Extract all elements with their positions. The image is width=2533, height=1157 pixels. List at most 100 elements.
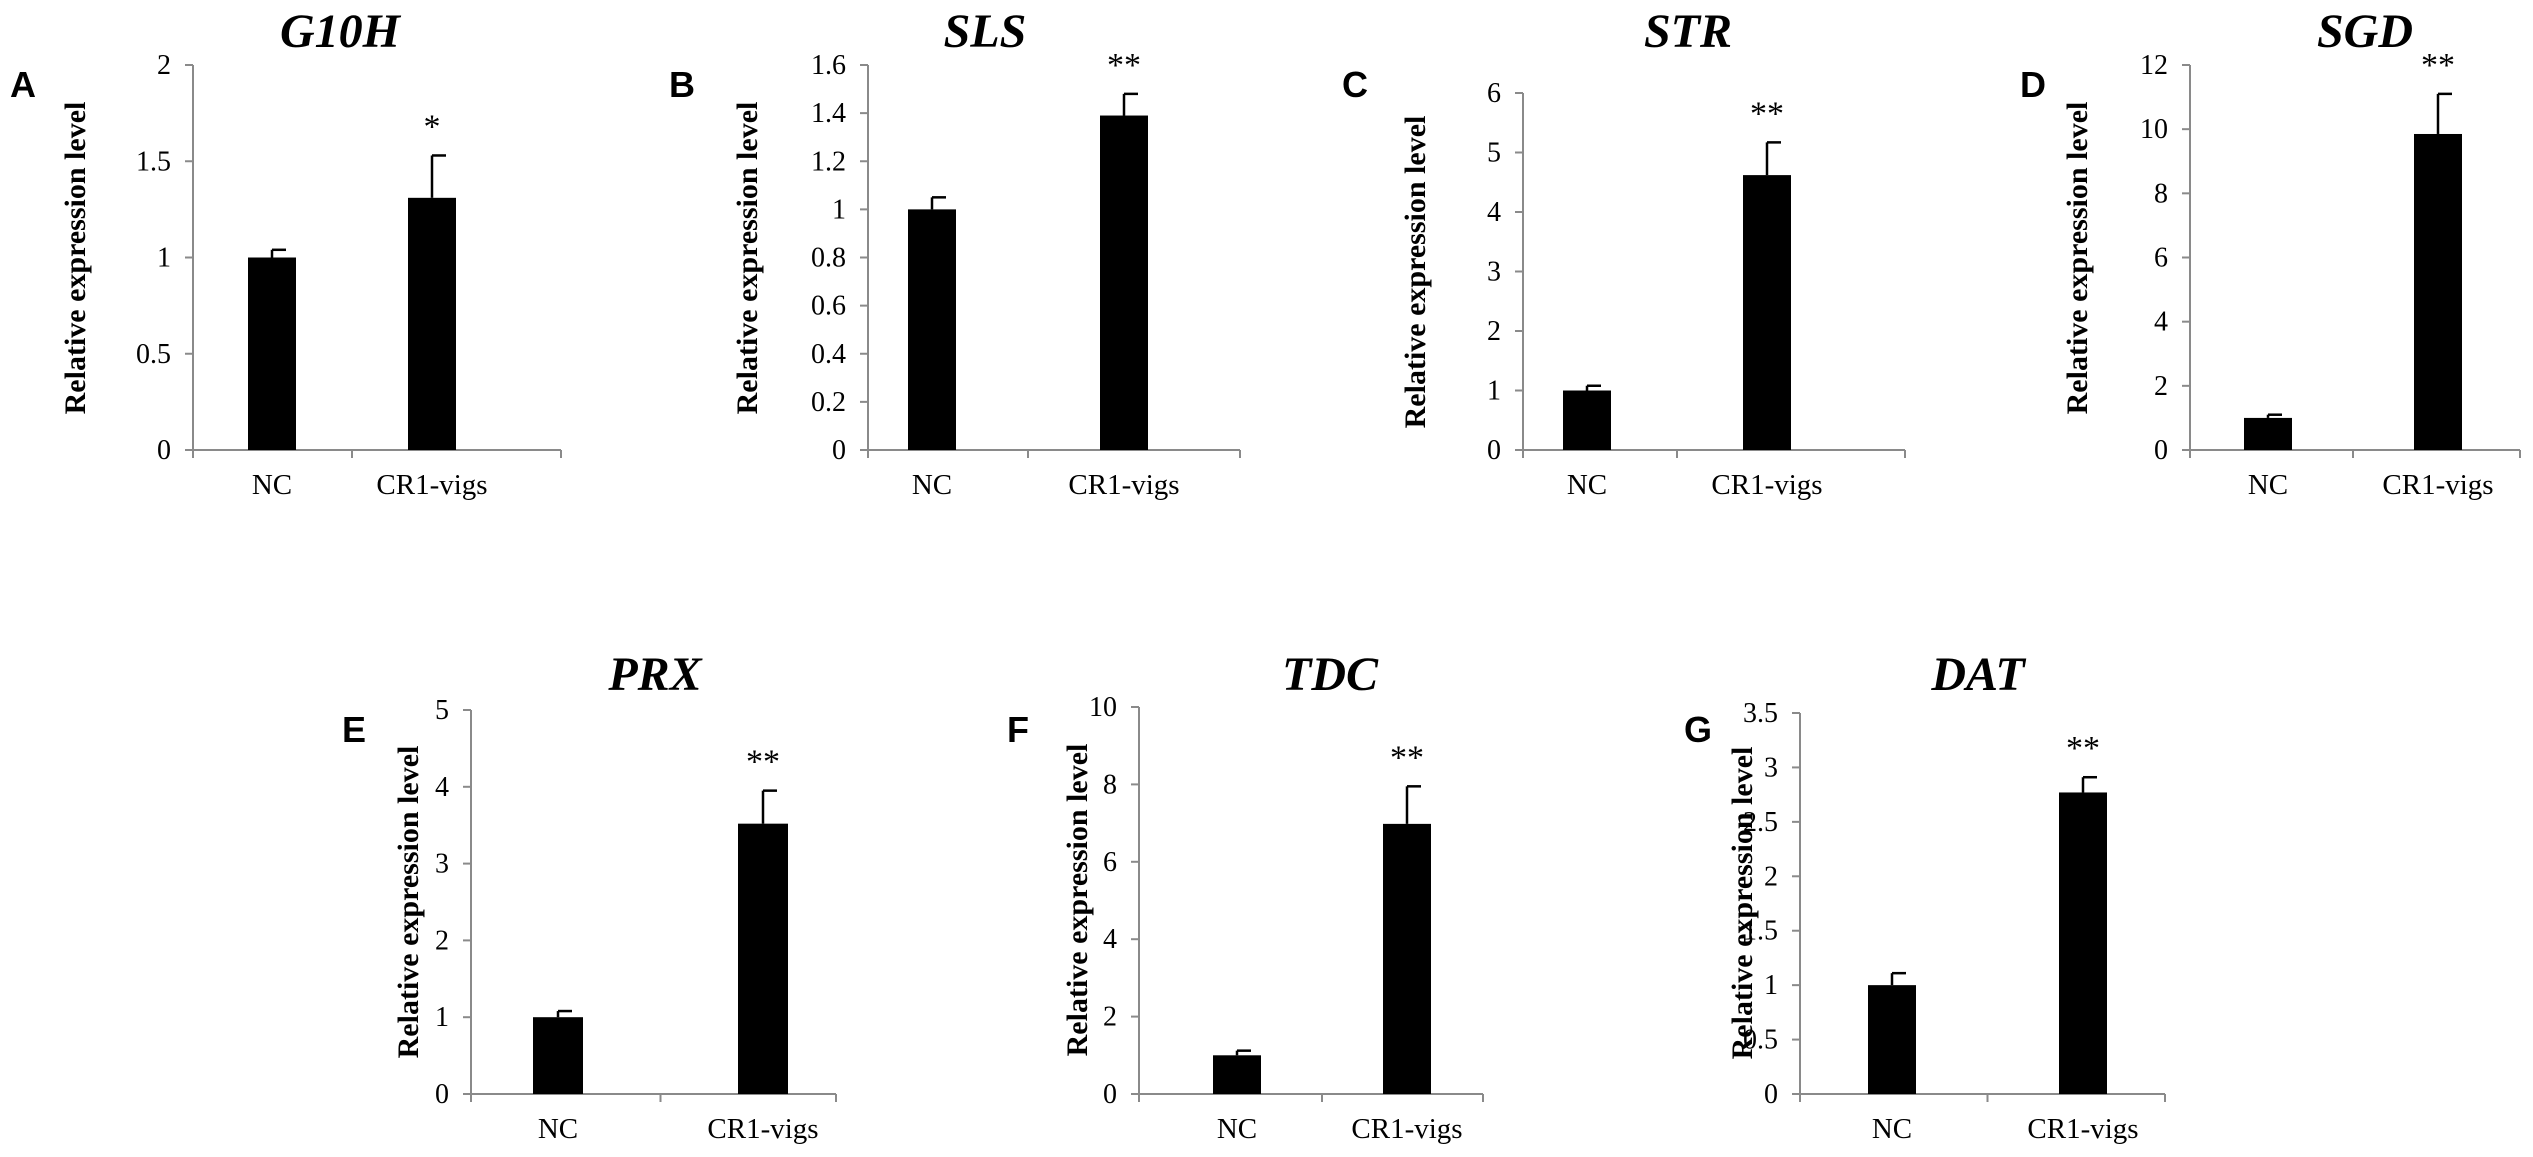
y-tick-label: 1.4	[811, 98, 846, 129]
significance-label: **	[1390, 739, 1424, 776]
y-tick-label: 8	[2154, 178, 2168, 209]
y-tick-label: 5	[1487, 138, 1501, 169]
bar-nc	[248, 257, 296, 450]
y-tick-label: 3.5	[1743, 698, 1778, 729]
chart-panel-a: A G10H Relative expression level 0 0.5 1 1.5 2 N…	[10, 5, 562, 501]
y-tick-label: 2	[1103, 1002, 1117, 1033]
y-tick-label: 5	[435, 695, 449, 726]
category-label: CR1-vigs	[376, 469, 487, 501]
panel-letter: A	[10, 64, 36, 105]
bar-cr1-vigs	[2414, 133, 2462, 450]
y-tick-label: 0	[157, 435, 171, 466]
category-label: CR1-vigs	[707, 1113, 818, 1145]
y-tick-label: 2	[157, 50, 171, 81]
bar-nc	[1868, 985, 1916, 1094]
y-tick-label: 1.2	[811, 146, 846, 177]
y-tick-label: 0	[1103, 1079, 1117, 1110]
y-tick-label: 0.2	[811, 387, 846, 418]
category-label: CR1-vigs	[2027, 1113, 2138, 1145]
y-axis-label: Relative expression level	[1061, 744, 1094, 1057]
y-axis-label: Relative expression level	[59, 102, 92, 415]
category-label: CR1-vigs	[1068, 469, 1179, 501]
y-axis-label: Relative expression level	[392, 746, 425, 1059]
bar-cr1-vigs	[408, 197, 456, 450]
category-label: NC	[538, 1113, 578, 1145]
category-label: NC	[912, 469, 952, 501]
y-tick-label: 10	[2140, 114, 2168, 145]
y-tick-label: 2	[2154, 371, 2168, 402]
chart-panel-e: E PRX Relative expression level 0 1 2 3 4 5 NC ** C…	[342, 648, 837, 1145]
y-tick-label: 1.5	[1743, 916, 1778, 947]
y-tick-label: 3	[435, 849, 449, 880]
y-tick-label: 3	[1487, 257, 1501, 288]
bar-cr1-vigs	[1743, 175, 1791, 451]
panel-letter: F	[1007, 709, 1029, 750]
category-label: CR1-vigs	[1351, 1113, 1462, 1145]
y-tick-label: 4	[435, 772, 449, 803]
y-tick-label: 2	[435, 925, 449, 956]
y-tick-label: 2	[1764, 861, 1778, 892]
y-tick-label: 3	[1764, 752, 1778, 783]
chart-panel-b: B SLS Relative expression level 0 0.2 0.4 0.6 0…	[669, 5, 1241, 501]
y-tick-label: 0	[832, 435, 846, 466]
bar-cr1-vigs	[738, 823, 788, 1094]
y-tick-label: 8	[1103, 769, 1117, 800]
category-label: CR1-vigs	[1711, 469, 1822, 501]
panel-letter: C	[1342, 64, 1368, 105]
chart-panel-d: D SGD Relative expression level 0 2 4 6 8 10 12 NC…	[2020, 5, 2521, 501]
significance-label: **	[1107, 47, 1141, 84]
significance-label: **	[1750, 95, 1784, 132]
y-tick-label: 6	[1103, 847, 1117, 878]
bar-nc	[1213, 1055, 1261, 1094]
chart-title: DAT	[1930, 648, 2026, 701]
panel-letter: G	[1684, 709, 1712, 750]
y-axis-label: Relative expression level	[731, 102, 764, 415]
y-tick-label: 4	[1103, 924, 1117, 955]
panel-letter: D	[2020, 64, 2046, 105]
category-label: NC	[1217, 1113, 1257, 1145]
bar-nc	[1563, 390, 1611, 450]
significance-label: **	[746, 744, 780, 781]
category-label: CR1-vigs	[2382, 469, 2493, 501]
y-tick-label: 0	[2154, 435, 2168, 466]
y-tick-label: 1.5	[136, 146, 171, 177]
y-tick-label: 1.6	[811, 50, 846, 81]
y-axis-label: Relative expression level	[1726, 747, 1759, 1060]
y-tick-label: 1	[157, 243, 171, 274]
chart-title: TDC	[1282, 648, 1379, 701]
y-tick-label: 10	[1089, 692, 1117, 723]
y-tick-label: 4	[2154, 307, 2168, 338]
y-tick-label: 0.5	[136, 339, 171, 370]
bar-cr1-vigs	[1100, 115, 1148, 450]
y-tick-label: 6	[2154, 243, 2168, 274]
category-label: NC	[252, 469, 292, 501]
bar-nc	[908, 209, 956, 450]
chart-title: PRX	[607, 648, 702, 701]
bar-cr1-vigs	[2059, 792, 2107, 1094]
y-tick-label: 2	[1487, 316, 1501, 347]
y-axis-label: Relative expression level	[1399, 116, 1432, 429]
significance-label: *	[424, 108, 441, 145]
chart-panel-c: C STR Relative expression level 0 1 2 3 4 5 6 NC **…	[1342, 5, 1906, 501]
bar-cr1-vigs	[1383, 823, 1431, 1094]
y-tick-label: 0.5	[1743, 1025, 1778, 1056]
y-tick-label: 1	[1764, 970, 1778, 1001]
category-label: NC	[1567, 469, 1607, 501]
y-tick-label: 0	[1487, 435, 1501, 466]
y-tick-label: 2.5	[1743, 807, 1778, 838]
y-tick-label: 12	[2140, 50, 2168, 81]
y-tick-label: 0.8	[811, 243, 846, 274]
significance-label: **	[2421, 47, 2455, 84]
y-tick-label: 1	[832, 194, 846, 225]
chart-title: SGD	[2317, 5, 2413, 58]
y-tick-label: 6	[1487, 78, 1501, 109]
chart-title: STR	[1644, 5, 1732, 58]
y-tick-label: 4	[1487, 197, 1501, 228]
bar-nc	[533, 1017, 583, 1094]
panel-letter: E	[342, 709, 366, 750]
y-tick-label: 0.6	[811, 291, 846, 322]
y-tick-label: 1	[1487, 376, 1501, 407]
chart-panel-f: F TDC Relative expression level 0 2 4 6 8 10 NC **…	[1007, 648, 1484, 1145]
